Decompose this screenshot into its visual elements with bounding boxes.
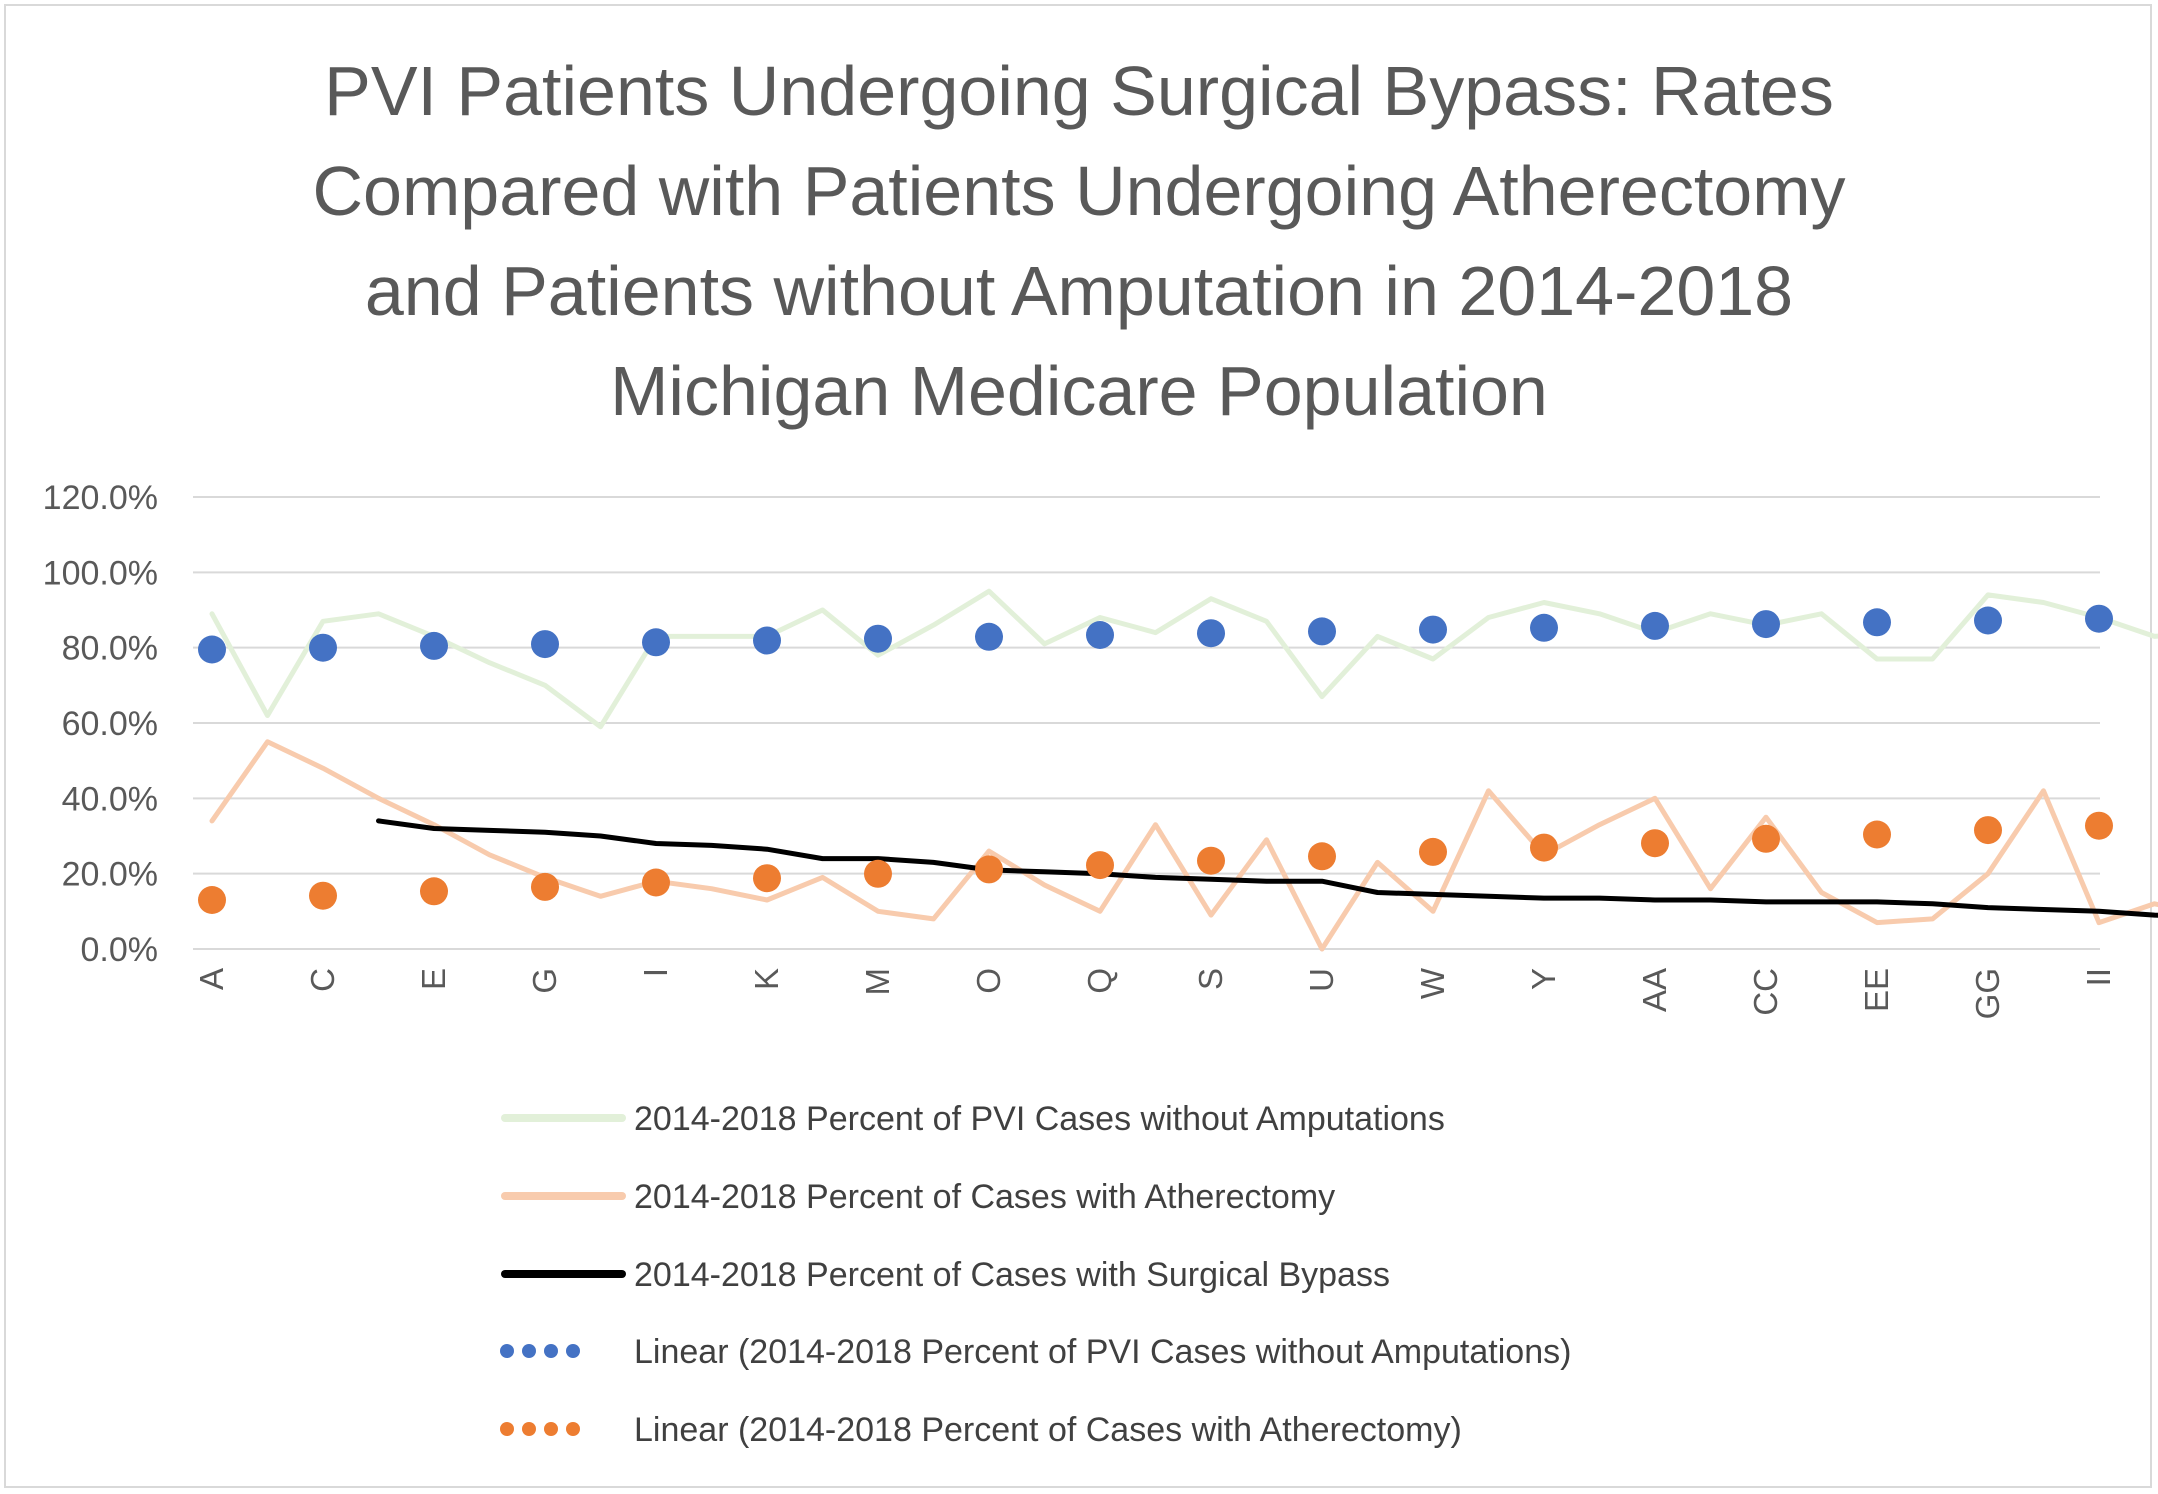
legend-swatch-dot — [500, 1344, 514, 1358]
trend-point — [1752, 610, 1780, 639]
atherectomy-trendline — [198, 811, 2113, 914]
x-tick-label: O — [970, 968, 1007, 994]
trend-point — [753, 626, 781, 655]
legend-swatch-dot — [500, 1422, 514, 1436]
trend-point — [1086, 621, 1114, 649]
x-tick-label: U — [1303, 968, 1340, 992]
trend-point — [420, 631, 448, 660]
x-tick-label: II — [2080, 968, 2117, 986]
legend-label: 2014-2018 Percent of Cases with Surgical… — [634, 1256, 1390, 1294]
x-tick-label: EE — [1858, 968, 1895, 1012]
x-tick-label: K — [748, 968, 785, 990]
y-tick-label: 20.0% — [62, 856, 158, 894]
trend-point — [2085, 604, 2113, 633]
trend-point — [975, 622, 1003, 651]
trend-point — [1974, 816, 2002, 845]
chart-title-line: Michigan Medicare Population — [610, 352, 1548, 430]
trend-point — [1974, 606, 2002, 635]
trend-point — [864, 624, 892, 653]
chart-title-line: and Patients without Amputation in 2014-… — [365, 252, 1793, 330]
chart-title-line: PVI Patients Undergoing Surgical Bypass:… — [324, 52, 1834, 130]
surgical-bypass-line — [376, 818, 2158, 918]
trend-point — [1641, 829, 1669, 858]
y-tick-label: 60.0% — [62, 705, 158, 743]
x-tick-label: CC — [1747, 968, 1784, 1016]
gridlines — [193, 496, 2100, 950]
legend-swatch-dot — [566, 1422, 580, 1436]
legend-swatch-dot — [566, 1344, 580, 1358]
x-tick-label: I — [637, 968, 674, 977]
x-axis: ACEGIKMOQSUWYAACCEEGGIIKKMMOOQQSSUUWWYYA… — [193, 967, 2117, 1019]
legend-item: 2014-2018 Percent of Cases with Atherect… — [501, 1178, 1335, 1216]
trend-point — [1308, 617, 1336, 646]
legend-swatch-dot — [544, 1344, 558, 1358]
legend: 2014-2018 Percent of PVI Cases without A… — [500, 1100, 1571, 1449]
legend-item: Linear (2014-2018 Percent of Cases with … — [500, 1411, 1462, 1449]
x-tick-label: M — [859, 968, 896, 996]
trend-point — [753, 864, 781, 893]
trend-point — [975, 855, 1003, 884]
trend-point — [1863, 820, 1891, 849]
x-tick-label: Y — [1525, 968, 1562, 990]
trend-point — [531, 630, 559, 659]
x-tick-label: AA — [1636, 968, 1673, 1012]
legend-item: 2014-2018 Percent of PVI Cases without A… — [501, 1100, 1445, 1138]
trend-point — [1641, 611, 1669, 640]
trend-point — [198, 886, 226, 914]
chart-frame — [4, 4, 2152, 1488]
trend-point — [1197, 846, 1225, 875]
chart-title-line: Compared with Patients Undergoing Athere… — [312, 152, 1845, 230]
trend-point — [1419, 837, 1447, 866]
legend-item: Linear (2014-2018 Percent of PVI Cases w… — [500, 1333, 1571, 1371]
trend-point — [1530, 833, 1558, 862]
trend-point — [1530, 613, 1558, 642]
legend-label: Linear (2014-2018 Percent of PVI Cases w… — [634, 1333, 1571, 1371]
legend-label: Linear (2014-2018 Percent of Cases with … — [634, 1411, 1462, 1449]
trend-point — [2085, 811, 2113, 840]
trend-point — [1086, 851, 1114, 880]
chart-title: PVI Patients Undergoing Surgical Bypass:… — [312, 52, 1845, 430]
legend-label: 2014-2018 Percent of Cases with Atherect… — [634, 1178, 1335, 1216]
x-tick-label: C — [304, 968, 341, 992]
trend-point — [642, 628, 670, 657]
legend-swatch-dot — [544, 1422, 558, 1436]
trend-point — [309, 633, 337, 662]
legend-item: 2014-2018 Percent of Cases with Surgical… — [501, 1256, 1390, 1294]
trend-point — [1197, 619, 1225, 648]
trend-point — [1752, 824, 1780, 853]
legend-swatch-dot — [522, 1422, 536, 1436]
x-tick-label: S — [1192, 968, 1229, 990]
no-amputation-trendline — [198, 604, 2113, 664]
trend-point — [642, 868, 670, 897]
trend-point — [420, 877, 448, 906]
y-tick-label: 120.0% — [43, 479, 158, 517]
x-tick-label: G — [526, 968, 563, 994]
atherectomy-line — [209, 739, 2158, 952]
x-tick-label: W — [1414, 967, 1451, 999]
y-tick-label: 40.0% — [62, 780, 158, 818]
legend-swatch-dot — [522, 1344, 536, 1358]
trend-point — [309, 881, 337, 910]
x-tick-label: E — [415, 968, 452, 990]
trend-point — [531, 872, 559, 901]
trend-point — [1308, 842, 1336, 871]
x-tick-label: A — [193, 968, 230, 990]
no-amputation-line — [209, 588, 2158, 730]
legend-label: 2014-2018 Percent of PVI Cases without A… — [634, 1100, 1445, 1138]
trend-point — [1419, 615, 1447, 644]
y-axis: 0.0% 20.0% 40.0% 60.0% 80.0% 100.0% 120.0% — [43, 479, 158, 969]
y-tick-label: 0.0% — [81, 931, 159, 969]
trend-point — [198, 635, 226, 664]
trend-point — [1863, 608, 1891, 637]
trend-point — [864, 859, 892, 888]
y-tick-label: 80.0% — [62, 630, 158, 668]
y-tick-label: 100.0% — [43, 554, 158, 592]
x-tick-label: Q — [1081, 968, 1118, 994]
plot-area — [198, 588, 2158, 952]
x-tick-label: GG — [1969, 968, 2006, 1019]
